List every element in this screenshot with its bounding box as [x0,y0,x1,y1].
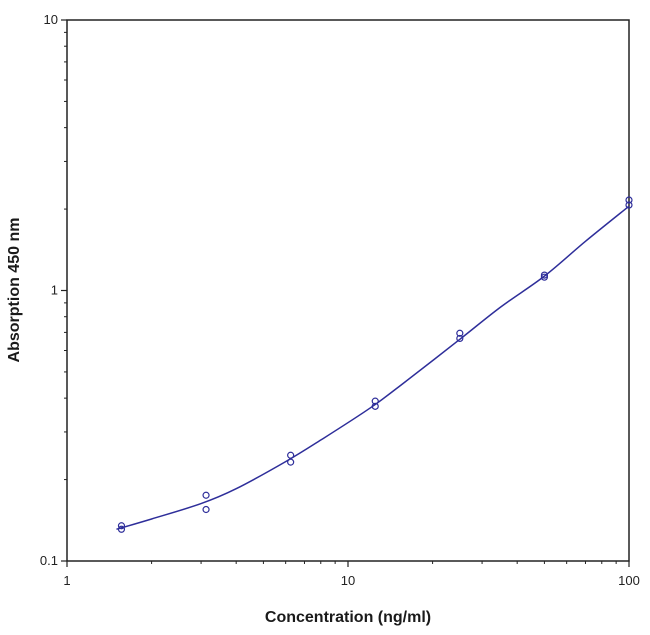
x-axis-title: Concentration (ng/ml) [265,609,431,626]
data-point [625,201,633,209]
data-point [456,329,464,337]
data-point [456,334,464,343]
y-tick-label: 1 [51,283,58,298]
data-point [371,397,379,405]
data-point [117,525,126,533]
data-point [371,402,379,410]
data-point [287,458,295,466]
data-point [202,505,210,514]
x-tick-label: 100 [618,573,640,588]
y-tick-label: 0.1 [40,553,58,568]
x-tick-label: 1 [63,573,70,588]
y-tick-label: 10 [44,12,58,27]
fit-curve-line [116,205,630,530]
plot-area [66,19,630,562]
data-point [287,451,295,459]
data-point [202,491,210,499]
data-point [540,271,549,279]
data-point [540,273,549,281]
y-axis-title: Absorption 450 nm [6,218,23,363]
data-point [625,196,633,204]
x-tick-label: 10 [341,573,355,588]
data-point [117,522,126,530]
